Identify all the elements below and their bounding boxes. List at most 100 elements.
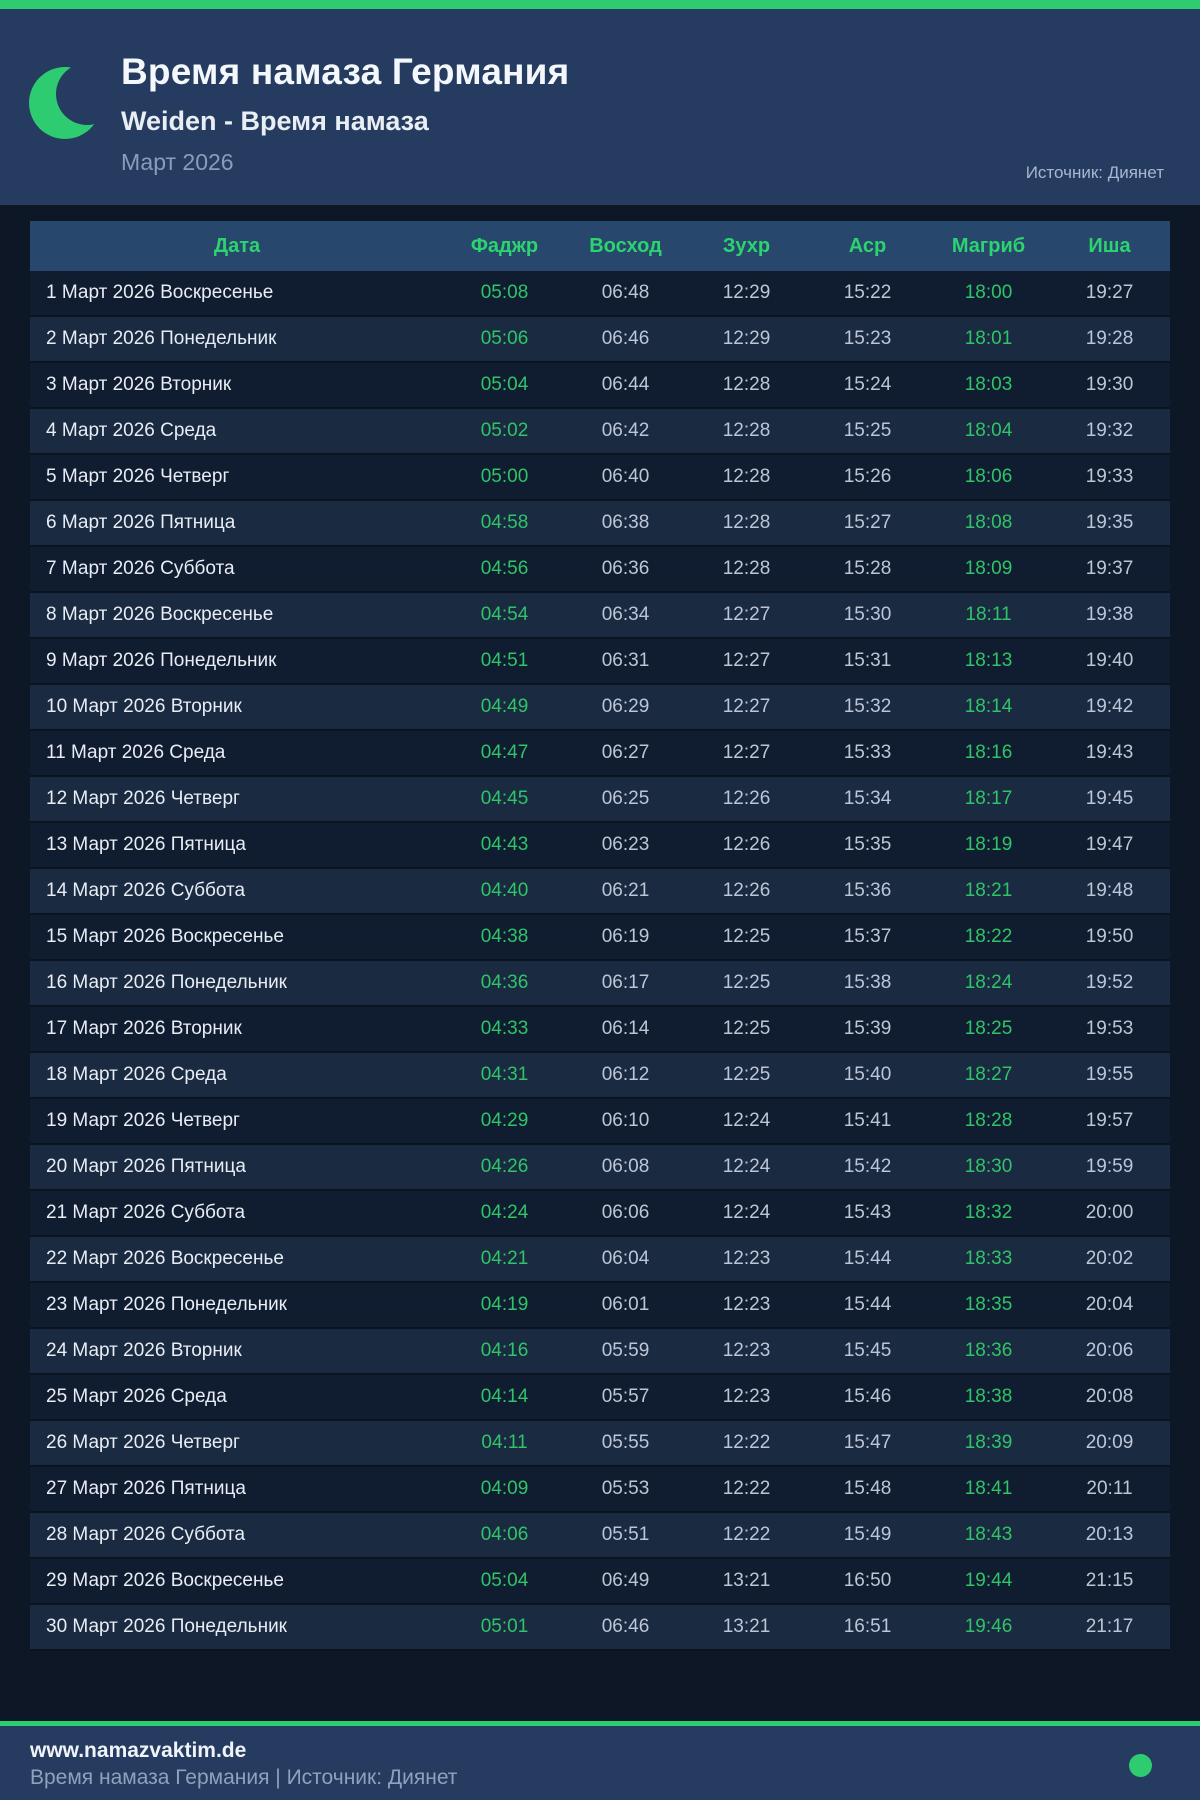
dhuhr-cell: 12:26 — [722, 880, 771, 901]
month-label: Март 2026 — [121, 149, 234, 175]
date-cell: 16 Март 2026 Понедельник — [46, 972, 287, 993]
isha-cell: 20:13 — [1085, 1524, 1134, 1545]
date-cell: 17 Март 2026 Вторник — [46, 1018, 242, 1039]
date-cell: 24 Март 2026 Вторник — [46, 1340, 242, 1361]
sunrise-cell: 06:27 — [601, 742, 650, 763]
isha-cell: 19:50 — [1085, 926, 1134, 947]
asr-cell: 15:47 — [843, 1432, 892, 1453]
sunrise-cell: 06:46 — [601, 328, 650, 349]
sunrise-cell: 06:08 — [601, 1156, 650, 1177]
fajr-cell: 04:40 — [480, 880, 529, 901]
asr-cell: 15:25 — [843, 420, 892, 441]
date-cell: 4 Март 2026 Среда — [46, 420, 217, 441]
maghrib-cell: 18:25 — [964, 1018, 1013, 1039]
column-header-isha: Иша — [1088, 234, 1131, 257]
table-row: 21 Март 2026 Суббота 04:24 06:06 12:24 15:43… — [30, 1191, 1170, 1237]
dhuhr-cell: 12:26 — [722, 834, 771, 855]
dhuhr-cell: 12:27 — [722, 696, 771, 717]
sunrise-cell: 05:55 — [601, 1432, 650, 1453]
isha-cell: 20:11 — [1086, 1478, 1133, 1499]
table-row: 19 Март 2026 Четверг 04:29 06:10 12:24 15:41… — [30, 1099, 1170, 1145]
sunrise-cell: 06:06 — [601, 1202, 650, 1223]
date-cell: 7 Март 2026 Суббота — [46, 558, 235, 579]
fajr-cell: 04:16 — [480, 1340, 529, 1361]
sunrise-cell: 06:19 — [601, 926, 650, 947]
dhuhr-cell: 12:26 — [722, 788, 771, 809]
green-dot-icon — [1129, 1754, 1152, 1777]
table-row: 8 Март 2026 Воскресенье 04:54 06:34 12:27 15… — [30, 593, 1170, 639]
dhuhr-cell: 12:23 — [722, 1386, 771, 1407]
maghrib-cell: 18:04 — [964, 420, 1013, 441]
dhuhr-cell: 12:22 — [722, 1478, 771, 1499]
maghrib-cell: 18:24 — [964, 972, 1013, 993]
fajr-cell: 04:51 — [480, 650, 529, 671]
table-row: 7 Март 2026 Суббота 04:56 06:36 12:28 15:28 1… — [30, 547, 1170, 593]
dhuhr-cell: 12:23 — [722, 1340, 771, 1361]
date-cell: 1 Март 2026 Воскресенье — [46, 282, 274, 303]
isha-cell: 19:53 — [1085, 1018, 1134, 1039]
dhuhr-cell: 12:28 — [722, 374, 771, 395]
maghrib-cell: 18:33 — [964, 1248, 1013, 1269]
footer-accent-line — [0, 1721, 1200, 1726]
fajr-cell: 05:00 — [480, 466, 529, 487]
dhuhr-cell: 12:24 — [722, 1202, 771, 1223]
sunrise-cell: 06:49 — [601, 1570, 650, 1591]
isha-cell: 19:37 — [1085, 558, 1134, 579]
sunrise-cell: 06:34 — [601, 604, 650, 625]
asr-cell: 15:38 — [843, 972, 892, 993]
maghrib-cell: 18:32 — [964, 1202, 1013, 1223]
page-footer: www.namazvaktim.de Время намаза Германия… — [0, 1726, 1200, 1800]
asr-cell: 15:44 — [843, 1248, 892, 1269]
isha-cell: 19:28 — [1085, 328, 1134, 349]
top-accent-bar — [0, 0, 1200, 9]
table-row: 13 Март 2026 Пятница 04:43 06:23 12:26 15:35… — [30, 823, 1170, 869]
sunrise-cell: 06:14 — [601, 1018, 650, 1039]
page-header: Время намаза Германия Weiden - Время нам… — [0, 9, 1200, 205]
fajr-cell: 05:08 — [480, 282, 529, 303]
sunrise-cell: 06:48 — [601, 282, 650, 303]
fajr-cell: 04:31 — [480, 1064, 529, 1085]
dhuhr-cell: 12:22 — [722, 1432, 771, 1453]
table-row: 30 Март 2026 Понедельник 05:01 06:46 13:21 1… — [30, 1605, 1170, 1651]
maghrib-cell: 18:00 — [964, 282, 1013, 303]
fajr-cell: 04:24 — [480, 1202, 529, 1223]
table-row: 15 Март 2026 Воскресенье 04:38 06:19 12:25 1… — [30, 915, 1170, 961]
maghrib-cell: 18:21 — [964, 880, 1013, 901]
sunrise-cell: 06:23 — [601, 834, 650, 855]
sunrise-cell: 06:36 — [601, 558, 650, 579]
maghrib-cell: 18:03 — [964, 374, 1013, 395]
table-row: 22 Март 2026 Воскресенье 04:21 06:04 12:23 1… — [30, 1237, 1170, 1283]
asr-cell: 15:30 — [843, 604, 892, 625]
fajr-cell: 04:26 — [480, 1156, 529, 1177]
sunrise-cell: 05:59 — [601, 1340, 650, 1361]
date-cell: 22 Март 2026 Воскресенье — [46, 1248, 284, 1269]
sunrise-cell: 06:17 — [601, 972, 650, 993]
dhuhr-cell: 12:27 — [722, 650, 771, 671]
dhuhr-cell: 12:28 — [722, 558, 771, 579]
table-body: 1 Март 2026 Воскресенье 05:08 06:48 12:29 15… — [30, 271, 1170, 1651]
isha-cell: 19:48 — [1085, 880, 1134, 901]
sunrise-cell: 06:10 — [601, 1110, 650, 1131]
table-row: 16 Март 2026 Понедельник 04:36 06:17 12:25 1… — [30, 961, 1170, 1007]
asr-cell: 15:32 — [843, 696, 892, 717]
table-row: 29 Март 2026 Воскресенье 05:04 06:49 13:21 1… — [30, 1559, 1170, 1605]
asr-cell: 15:41 — [843, 1110, 892, 1131]
website-link[interactable]: www.namazvaktim.de — [30, 1739, 247, 1762]
asr-cell: 15:33 — [843, 742, 892, 763]
column-header-dhuhr: Зухр — [722, 234, 771, 257]
date-cell: 29 Март 2026 Воскресенье — [46, 1570, 284, 1591]
date-cell: 13 Март 2026 Пятница — [46, 834, 246, 855]
asr-cell: 15:34 — [843, 788, 892, 809]
column-header-sunrise: Восход — [589, 234, 662, 257]
date-cell: 14 Март 2026 Суббота — [46, 880, 246, 901]
date-cell: 8 Март 2026 Воскресенье — [46, 604, 274, 625]
maghrib-cell: 18:28 — [964, 1110, 1013, 1131]
maghrib-cell: 18:36 — [964, 1340, 1013, 1361]
column-header-asr: Аср — [848, 234, 887, 257]
column-header-date: Дата — [213, 234, 261, 257]
dhuhr-cell: 12:24 — [722, 1156, 771, 1177]
sunrise-cell: 06:31 — [601, 650, 650, 671]
date-cell: 2 Март 2026 Понедельник — [46, 328, 277, 349]
table-row: 24 Март 2026 Вторник 04:16 05:59 12:23 15:45… — [30, 1329, 1170, 1375]
isha-cell: 20:06 — [1085, 1340, 1134, 1361]
